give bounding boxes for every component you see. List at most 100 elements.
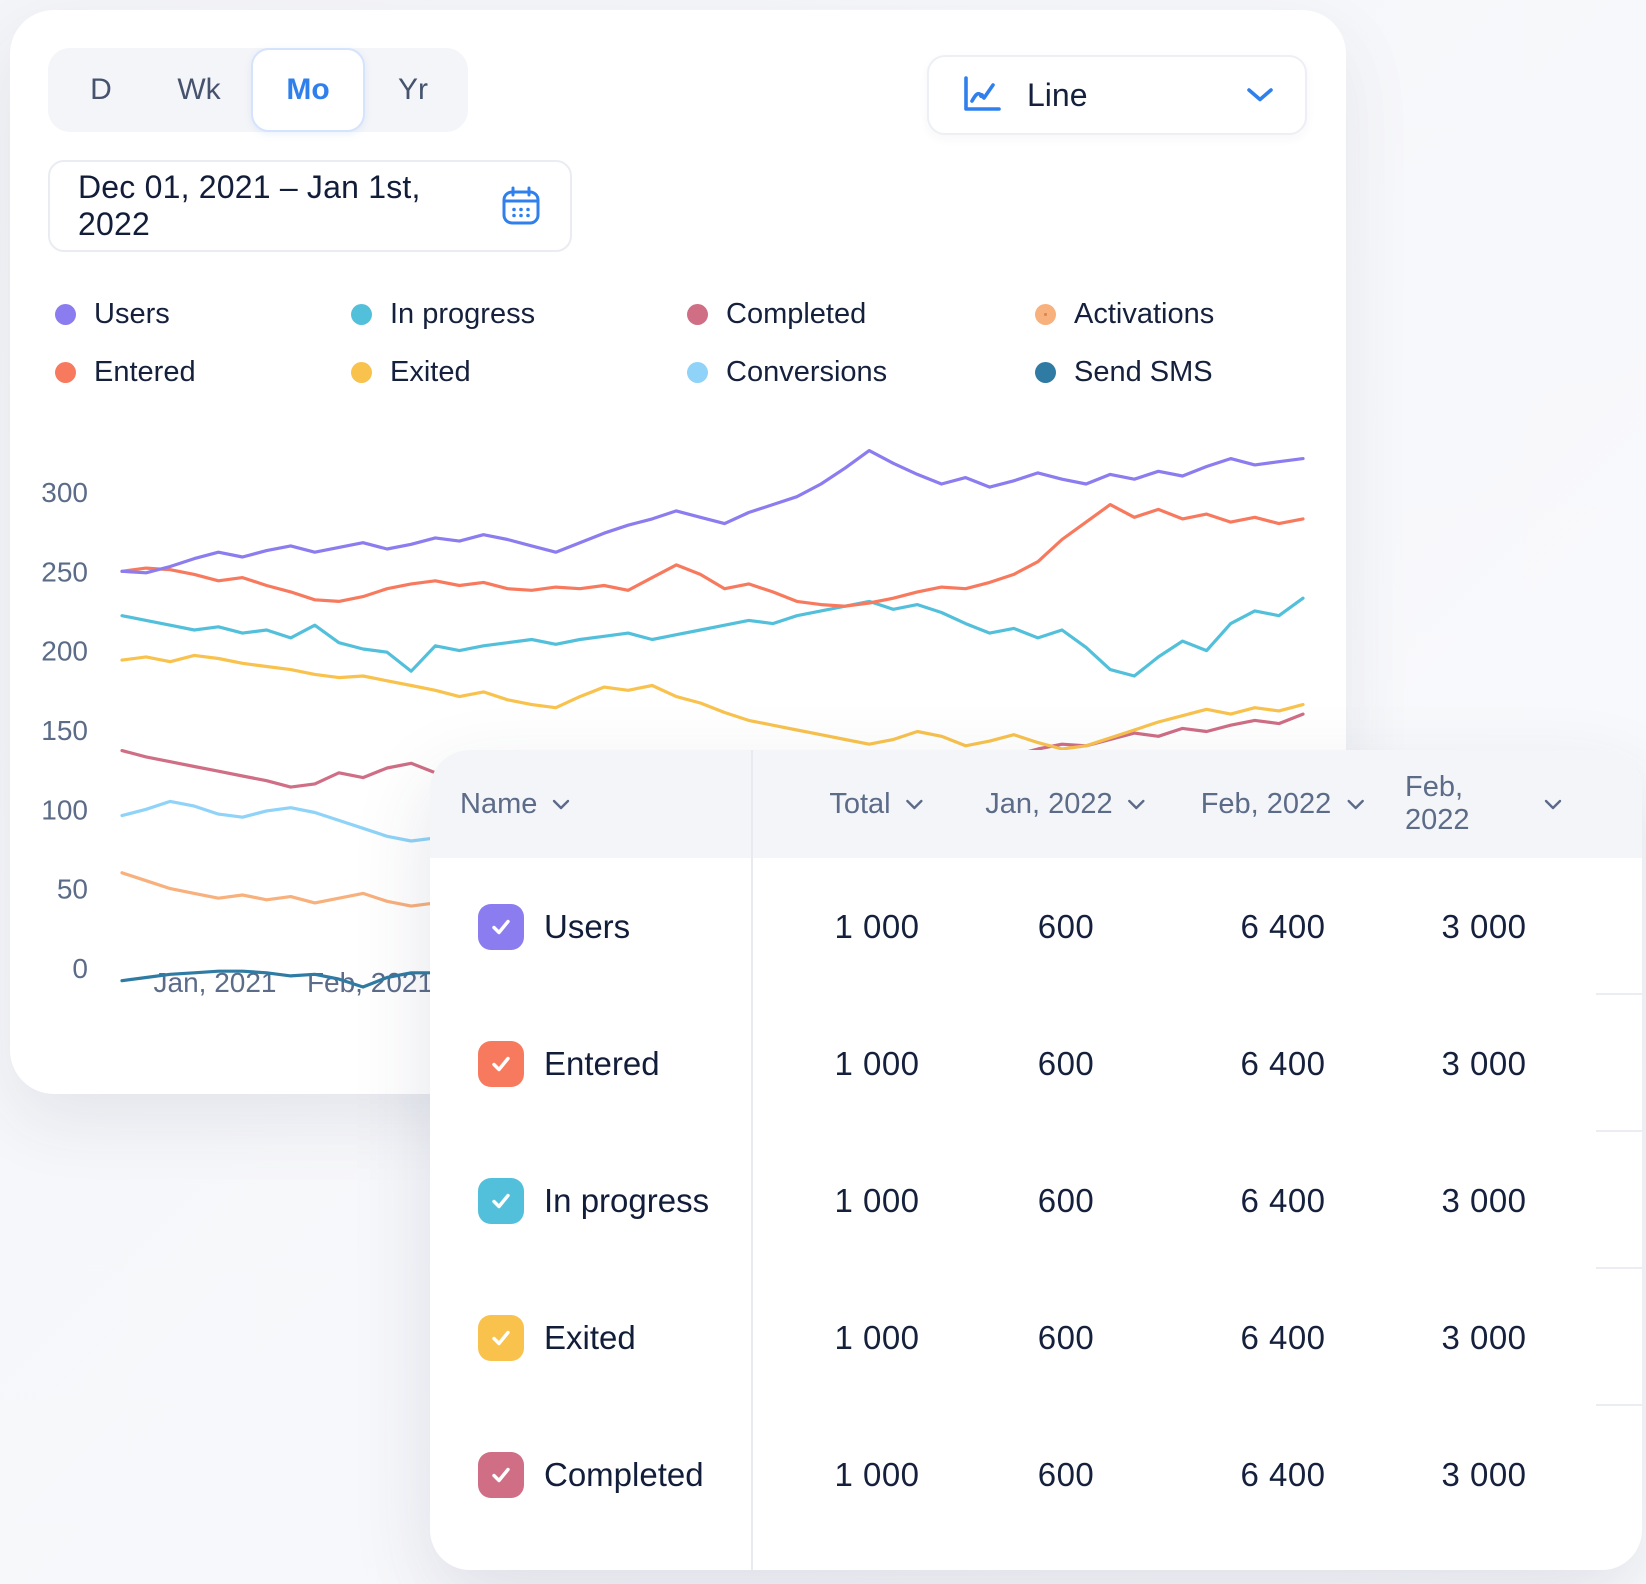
cell-value: 600 bbox=[1037, 1181, 1095, 1219]
row-checkbox-completed[interactable] bbox=[478, 1451, 524, 1498]
time-range-segmented-control: D Wk Mo Yr bbox=[48, 48, 468, 132]
legend-item-conversions[interactable]: Conversions bbox=[687, 350, 1035, 394]
cell-value: 600 bbox=[1037, 907, 1095, 945]
y-axis-tick: 0 bbox=[72, 953, 88, 984]
row-label: Entered bbox=[544, 1044, 660, 1082]
calendar-icon bbox=[500, 184, 542, 228]
legend-label: In progress bbox=[390, 297, 536, 330]
column-header-feb-2022[interactable]: Feb, 2022 bbox=[1201, 750, 1366, 858]
table-row-completed: Completed 1 000 600 6 400 3 000 bbox=[430, 1406, 1642, 1543]
legend-label: Entered bbox=[94, 355, 196, 388]
chart-type-label: Line bbox=[1027, 76, 1088, 113]
sort-chevron-icon bbox=[1127, 798, 1147, 811]
data-table-card: Name Total Jan, 2022 Feb, 2022 Feb, 2022 Use… bbox=[430, 750, 1642, 1570]
tab-range-yr[interactable]: Yr bbox=[398, 73, 428, 106]
date-range-label: Dec 01, 2021 – Jan 1st, 2022 bbox=[78, 169, 421, 242]
legend-dot bbox=[55, 303, 76, 325]
cell-value: 3 000 bbox=[1441, 1455, 1527, 1493]
cell-value: 6 400 bbox=[1240, 907, 1326, 945]
row-checkbox-exited[interactable] bbox=[478, 1314, 524, 1361]
chart-type-dropdown[interactable]: Line bbox=[927, 55, 1307, 135]
sort-chevron-icon bbox=[905, 798, 925, 811]
column-header-feb-2022[interactable]: Feb, 2022 bbox=[1405, 750, 1563, 858]
row-checkbox-in-progress[interactable] bbox=[478, 1177, 524, 1224]
cell-value: 1 000 bbox=[834, 1318, 920, 1356]
row-label: Exited bbox=[544, 1318, 636, 1356]
table-header: Name Total Jan, 2022 Feb, 2022 Feb, 2022 bbox=[430, 750, 1642, 858]
legend-label: Activations bbox=[1074, 297, 1215, 330]
series-line-exited bbox=[120, 653, 1305, 751]
row-label: In progress bbox=[544, 1181, 710, 1219]
column-header-label: Feb, 2022 bbox=[1200, 787, 1332, 820]
tab-range-mo[interactable]: Mo bbox=[251, 48, 365, 132]
date-range-picker[interactable]: Dec 01, 2021 – Jan 1st, 2022 bbox=[48, 160, 572, 252]
legend-label: Exited bbox=[390, 355, 471, 388]
cell-value: 6 400 bbox=[1240, 1455, 1326, 1493]
series-line-entered bbox=[120, 502, 1305, 608]
legend-item-users[interactable]: Users bbox=[55, 292, 351, 336]
cell-value: 3 000 bbox=[1441, 907, 1527, 945]
cell-value: 1 000 bbox=[834, 1181, 920, 1219]
table-row-entered: Entered 1 000 600 6 400 3 000 bbox=[430, 995, 1642, 1132]
legend-dot bbox=[1035, 303, 1056, 325]
legend-item-completed[interactable]: Completed bbox=[687, 292, 1035, 336]
legend-dot bbox=[1035, 361, 1056, 383]
legend-dot bbox=[687, 303, 708, 325]
chevron-down-icon bbox=[1245, 86, 1275, 104]
legend-label: Users bbox=[94, 297, 170, 330]
legend-item-in-progress[interactable]: In progress bbox=[351, 292, 687, 336]
column-header-label: Jan, 2022 bbox=[985, 787, 1113, 820]
cell-value: 1 000 bbox=[834, 1455, 920, 1493]
y-axis-tick: 250 bbox=[41, 556, 88, 587]
table-row-exited: Exited 1 000 600 6 400 3 000 bbox=[430, 1269, 1642, 1406]
line-chart-icon bbox=[959, 73, 1005, 117]
table-row-in-progress: In progress 1 000 600 6 400 3 000 bbox=[430, 1132, 1642, 1269]
y-axis-tick: 200 bbox=[41, 636, 88, 667]
cell-value: 1 000 bbox=[834, 1044, 920, 1082]
legend-label: Conversions bbox=[726, 355, 888, 388]
cell-value: 3 000 bbox=[1441, 1318, 1527, 1356]
table-row-users: Users 1 000 600 6 400 3 000 bbox=[430, 858, 1642, 995]
legend-item-send-sms[interactable]: Send SMS bbox=[1035, 350, 1214, 394]
y-axis-tick: 50 bbox=[57, 874, 88, 905]
sort-chevron-icon bbox=[551, 798, 571, 811]
y-axis-tick: 100 bbox=[41, 794, 88, 825]
legend-dot bbox=[55, 361, 76, 383]
y-axis-tick: 150 bbox=[41, 715, 88, 746]
cell-value: 6 400 bbox=[1240, 1318, 1326, 1356]
legend-item-activations[interactable]: Activations bbox=[1035, 292, 1214, 336]
column-header-jan-2022[interactable]: Jan, 2022 bbox=[985, 750, 1146, 858]
legend-item-exited[interactable]: Exited bbox=[351, 350, 687, 394]
legend-item-entered[interactable]: Entered bbox=[55, 350, 351, 394]
cell-value: 600 bbox=[1037, 1044, 1095, 1082]
legend-dot bbox=[687, 361, 708, 383]
sort-chevron-icon bbox=[1345, 798, 1365, 811]
chart-legend: Users In progress Completed Activations Ente… bbox=[55, 292, 1214, 394]
series-line-in-progress bbox=[120, 596, 1305, 678]
legend-label: Send SMS bbox=[1074, 355, 1213, 388]
y-axis-tick: 300 bbox=[41, 477, 88, 508]
cell-value: 6 400 bbox=[1240, 1044, 1326, 1082]
legend-dot bbox=[351, 361, 372, 383]
table-rows: Users 1 000 600 6 400 3 000 Entered 1 000 600 6 … bbox=[430, 858, 1642, 1543]
row-label: Users bbox=[544, 907, 631, 945]
table-column-divider bbox=[751, 750, 753, 1570]
column-header-label: Name bbox=[460, 787, 538, 820]
row-checkbox-users[interactable] bbox=[478, 903, 524, 950]
cell-value: 3 000 bbox=[1441, 1044, 1527, 1082]
sort-chevron-icon bbox=[1543, 798, 1563, 811]
cell-value: 600 bbox=[1037, 1318, 1095, 1356]
column-header-label: Total bbox=[829, 787, 891, 820]
column-header-label: Feb, 2022 bbox=[1405, 771, 1470, 836]
cell-value: 1 000 bbox=[834, 907, 920, 945]
series-line-users bbox=[120, 448, 1305, 575]
row-checkbox-entered[interactable] bbox=[478, 1040, 524, 1087]
column-header-name[interactable]: Name bbox=[460, 750, 571, 858]
column-header-total[interactable]: Total bbox=[829, 750, 924, 858]
cell-value: 6 400 bbox=[1240, 1181, 1326, 1219]
cell-value: 3 000 bbox=[1441, 1181, 1527, 1219]
tab-range-wk[interactable]: Wk bbox=[177, 73, 221, 106]
tab-range-d[interactable]: D bbox=[90, 73, 112, 106]
legend-label: Completed bbox=[726, 297, 867, 330]
legend-dot bbox=[351, 303, 372, 325]
